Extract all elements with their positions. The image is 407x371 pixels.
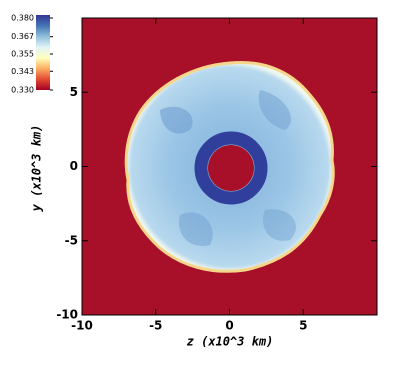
x-tick-label: -10	[71, 319, 93, 333]
x-tick-label: 0	[225, 319, 233, 333]
y-tick-label: 5	[70, 85, 78, 99]
colorbar-tick-label: 0.367	[11, 32, 34, 41]
y-axis-label: y (x10^3 km)	[30, 125, 44, 213]
y-tick-label: -5	[65, 233, 78, 247]
colorbar-tick-label: 0.343	[11, 67, 34, 76]
field-image	[81, 17, 378, 316]
colorbar-tick-label: 0.355	[11, 50, 34, 59]
x-tick-label: -5	[149, 319, 162, 333]
y-tick-label: -10	[56, 308, 78, 322]
colorbar-tick-label: 0.380	[11, 14, 34, 23]
y-tick-label: 0	[70, 159, 78, 173]
x-axis-label: z (x10^3 km)	[187, 335, 274, 349]
x-tick-label: 5	[299, 319, 307, 333]
colorbar	[36, 15, 50, 90]
colorbar-tick-label: 0.330	[11, 86, 34, 95]
